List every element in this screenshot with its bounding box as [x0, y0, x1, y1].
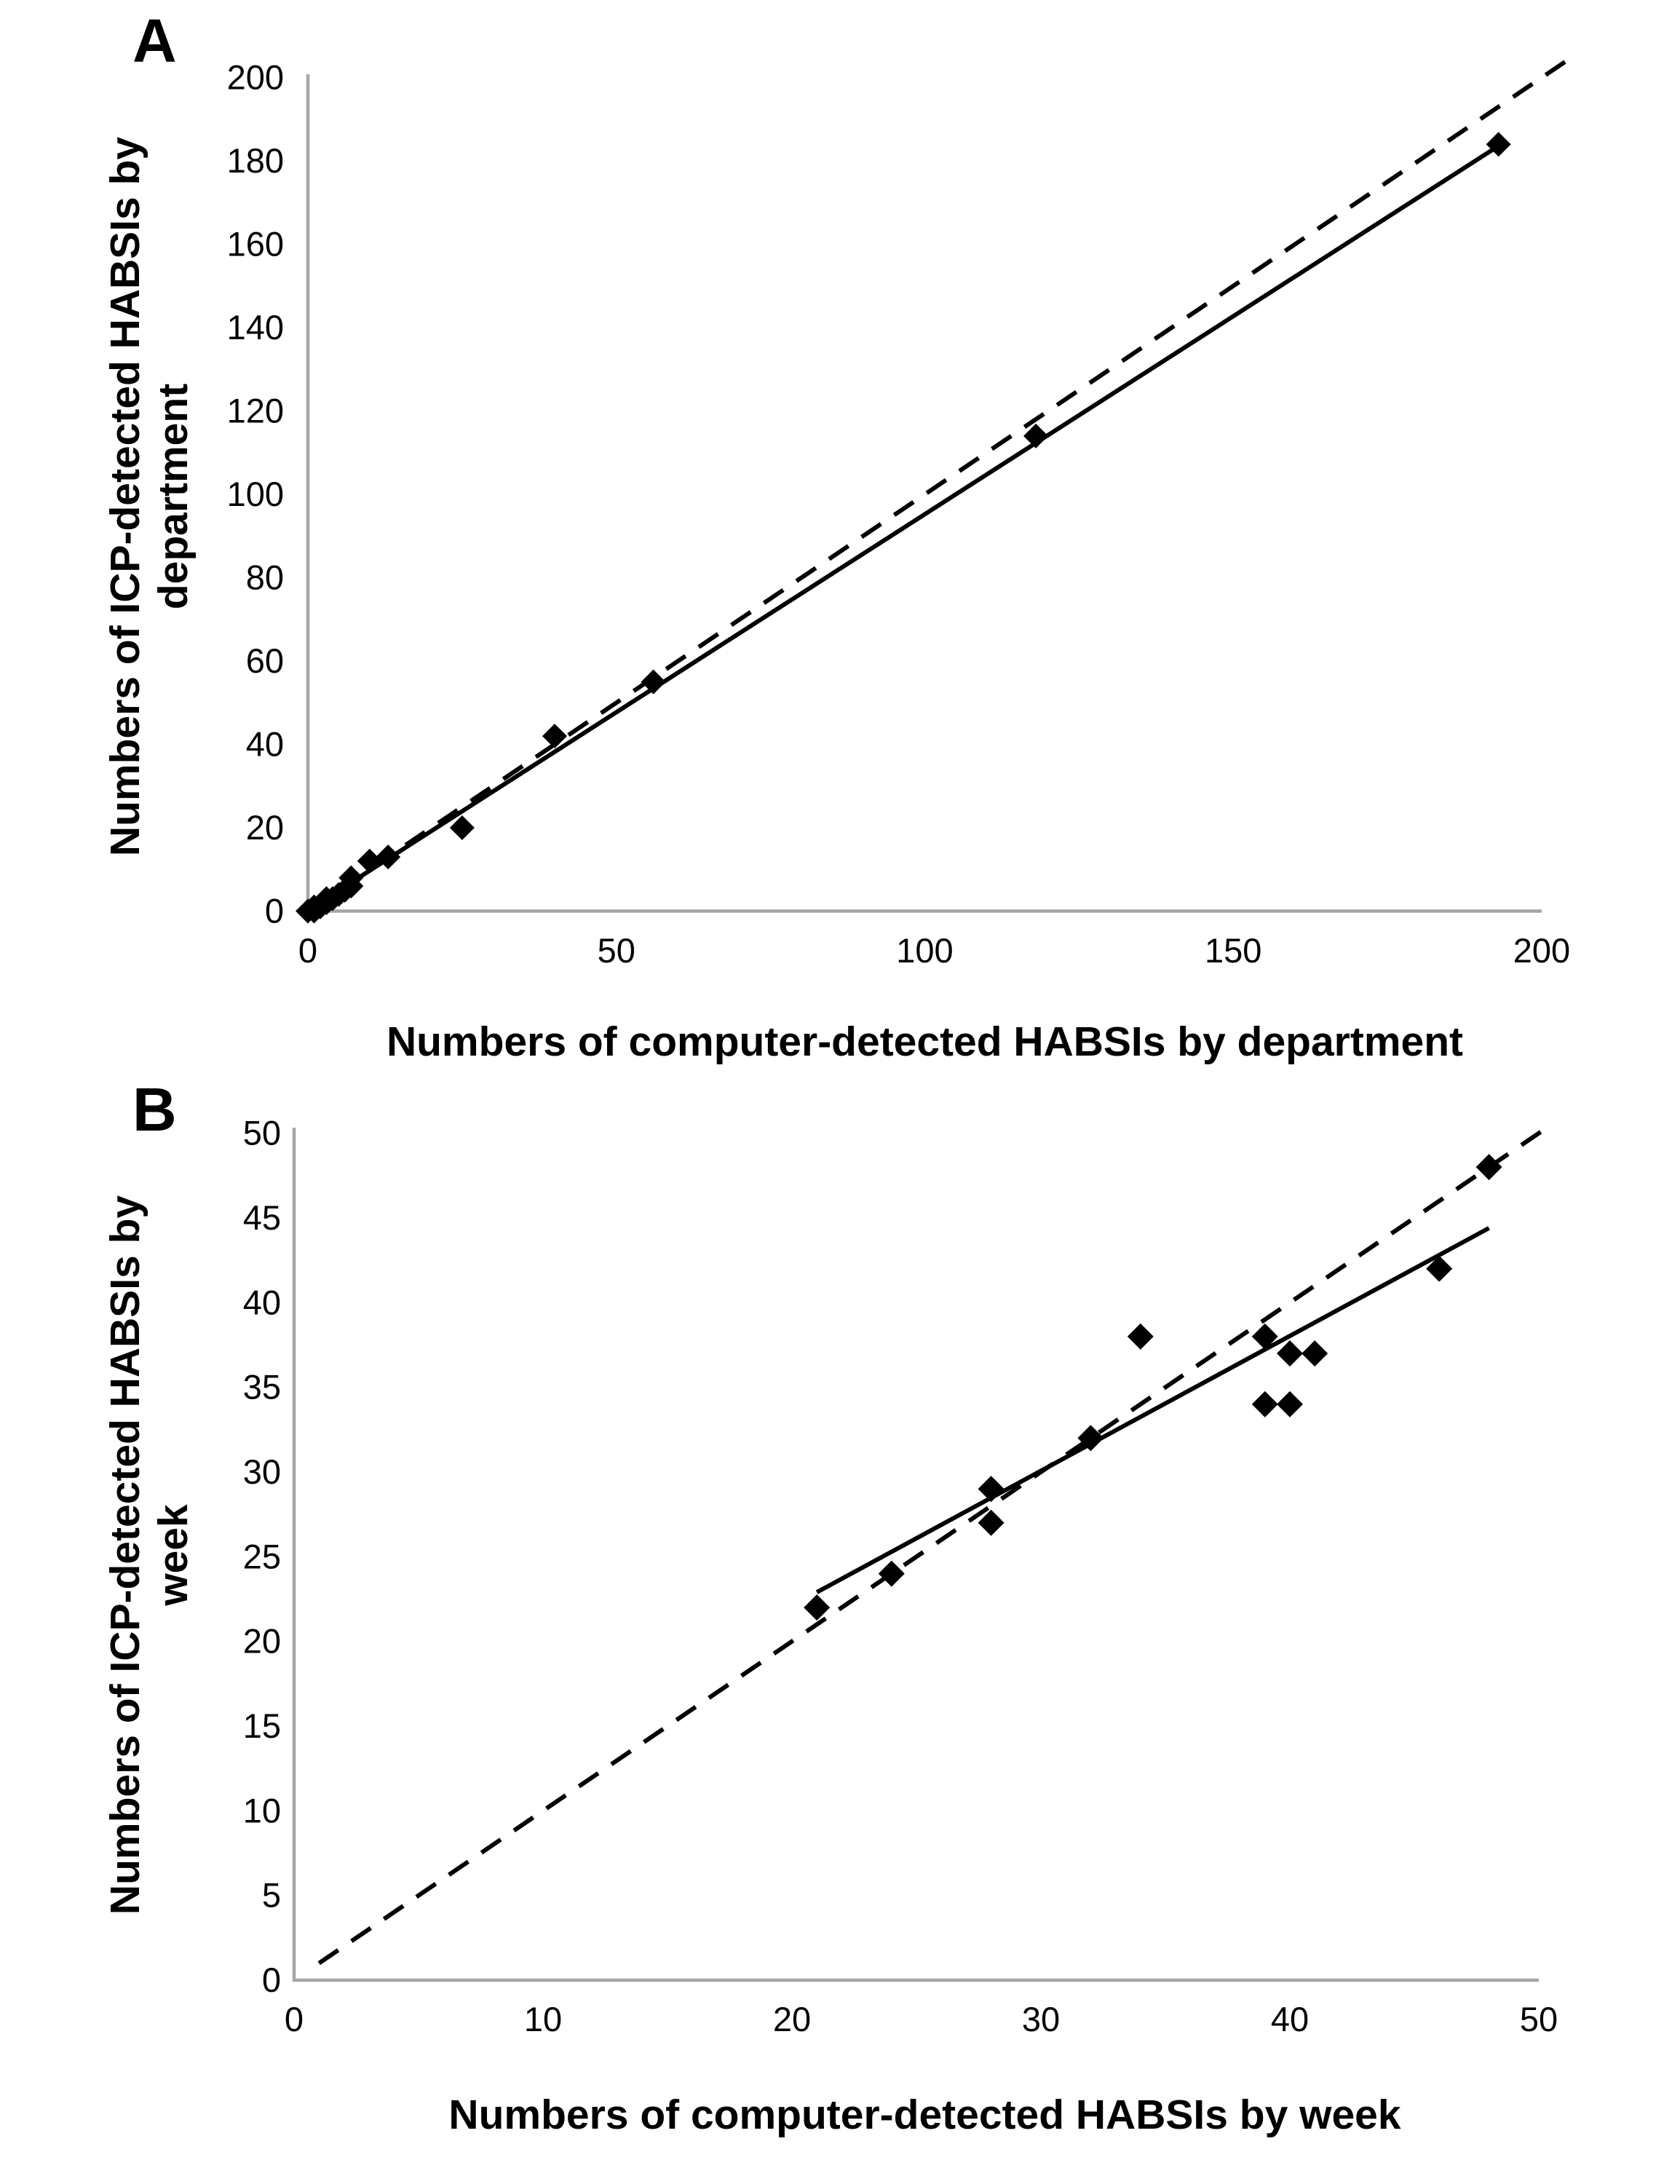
panel-b-identity-line: [317, 1123, 1553, 1966]
panel-a-y-tick-label: 80: [246, 558, 284, 597]
panel-b-data-point-diamond: [804, 1594, 831, 1621]
panel-b-x-tick-label: 40: [1271, 2000, 1309, 2038]
panel-b-data-point-diamond: [1277, 1340, 1303, 1367]
panel-b-data-point-diamond: [1426, 1255, 1453, 1282]
panel-a-data-point-diamond: [1486, 132, 1511, 157]
panel-b-x-tick-label: 0: [285, 2000, 304, 2038]
panel-b-y-tick-label: 40: [243, 1283, 281, 1321]
panel-b-y-tick-label: 50: [243, 1114, 281, 1152]
panel-a-axis-line: [306, 74, 1542, 913]
panel-a-x-tick-label: 50: [598, 931, 635, 970]
panel-a-y-tick-label: 60: [246, 641, 284, 680]
panel-a-y-tick-label: 140: [227, 308, 284, 347]
panel-a-data-point-diamond: [449, 815, 475, 841]
panel-a-x-axis-title: Numbers of computer-detected HABSIs by d…: [386, 1018, 1464, 1065]
panel-a-data-point-diamond: [1023, 423, 1049, 448]
panel-a-y-tick-label: 200: [227, 58, 284, 97]
panel-b-data-point-diamond: [1277, 1390, 1303, 1417]
panel-a-x-tick-label: 200: [1513, 931, 1570, 970]
panel-a-x-tick-label: 150: [1205, 931, 1261, 970]
panel-a-y-tick-label: 160: [227, 225, 284, 264]
panel-a-y-tick-label: 180: [227, 141, 284, 180]
panel-a-data-point-diamond: [542, 724, 567, 749]
panel-a-y-tick-label: 120: [227, 392, 284, 430]
panel-a-x-tick-label: 0: [298, 931, 317, 970]
panel-b-x-tick-label: 50: [1520, 2000, 1558, 2038]
panel-b-y-tick-label: 10: [243, 1791, 281, 1829]
panel-a-y-tick-label: 40: [246, 725, 284, 764]
panel-b-x-axis-title: Numbers of computer-detected HABSIs by w…: [448, 2092, 1401, 2138]
panel-a-y-tick-label: 0: [265, 892, 284, 930]
panel-b-x-tick-label: 10: [524, 2000, 562, 2038]
panel-b-y-tick-label: 20: [243, 1622, 281, 1661]
panel-b-label: B: [132, 1075, 177, 1144]
panel-b-y-tick-label: 45: [243, 1198, 281, 1237]
panel-b-y-tick-label: 25: [243, 1537, 281, 1575]
panel-b-data-point-diamond: [1475, 1154, 1502, 1181]
panel-b-data-point-diamond: [1077, 1425, 1104, 1452]
panel-a-x-tick-label: 100: [896, 931, 953, 970]
panel-a-identity-line: [306, 59, 1568, 913]
panel-b-y-tick-label: 15: [243, 1706, 281, 1745]
panel-b-y-tick-label: 5: [262, 1876, 281, 1915]
panel-b-data-point-diamond: [978, 1509, 1005, 1536]
panel-b-y-tick-label: 35: [243, 1368, 281, 1406]
panel-a-data-point-diamond: [376, 844, 401, 870]
panel-b-y-tick-label: 30: [243, 1452, 281, 1491]
panel-b-data-point-diamond: [1301, 1340, 1328, 1367]
panel-b-axis-line: [292, 1128, 1539, 1982]
panel-a-data-point-diamond: [338, 865, 364, 890]
panel-b-y-tick-label: 0: [262, 1961, 281, 1999]
panel-b-data-point-diamond: [878, 1560, 905, 1587]
panel-a-data-point-diamond: [641, 669, 666, 695]
panel-b-data-point-diamond: [1251, 1390, 1278, 1417]
panel-a-y-tick-label: 100: [227, 475, 284, 513]
panel-b-data-point-diamond: [1127, 1323, 1154, 1350]
panel-b-x-tick-label: 20: [773, 2000, 811, 2038]
panel-a-y-tick-label: 20: [246, 808, 284, 847]
panel-a-label: A: [132, 7, 177, 75]
panel-b-fit-line: [815, 1226, 1491, 1594]
panel-b-x-tick-label: 30: [1022, 2000, 1060, 2038]
panel-b-data-point-diamond: [978, 1476, 1005, 1503]
panel-a-data-point-diamond: [357, 848, 382, 874]
panel-b-data-point-diamond: [1251, 1323, 1278, 1350]
panel-a-fit-line: [319, 143, 1500, 905]
